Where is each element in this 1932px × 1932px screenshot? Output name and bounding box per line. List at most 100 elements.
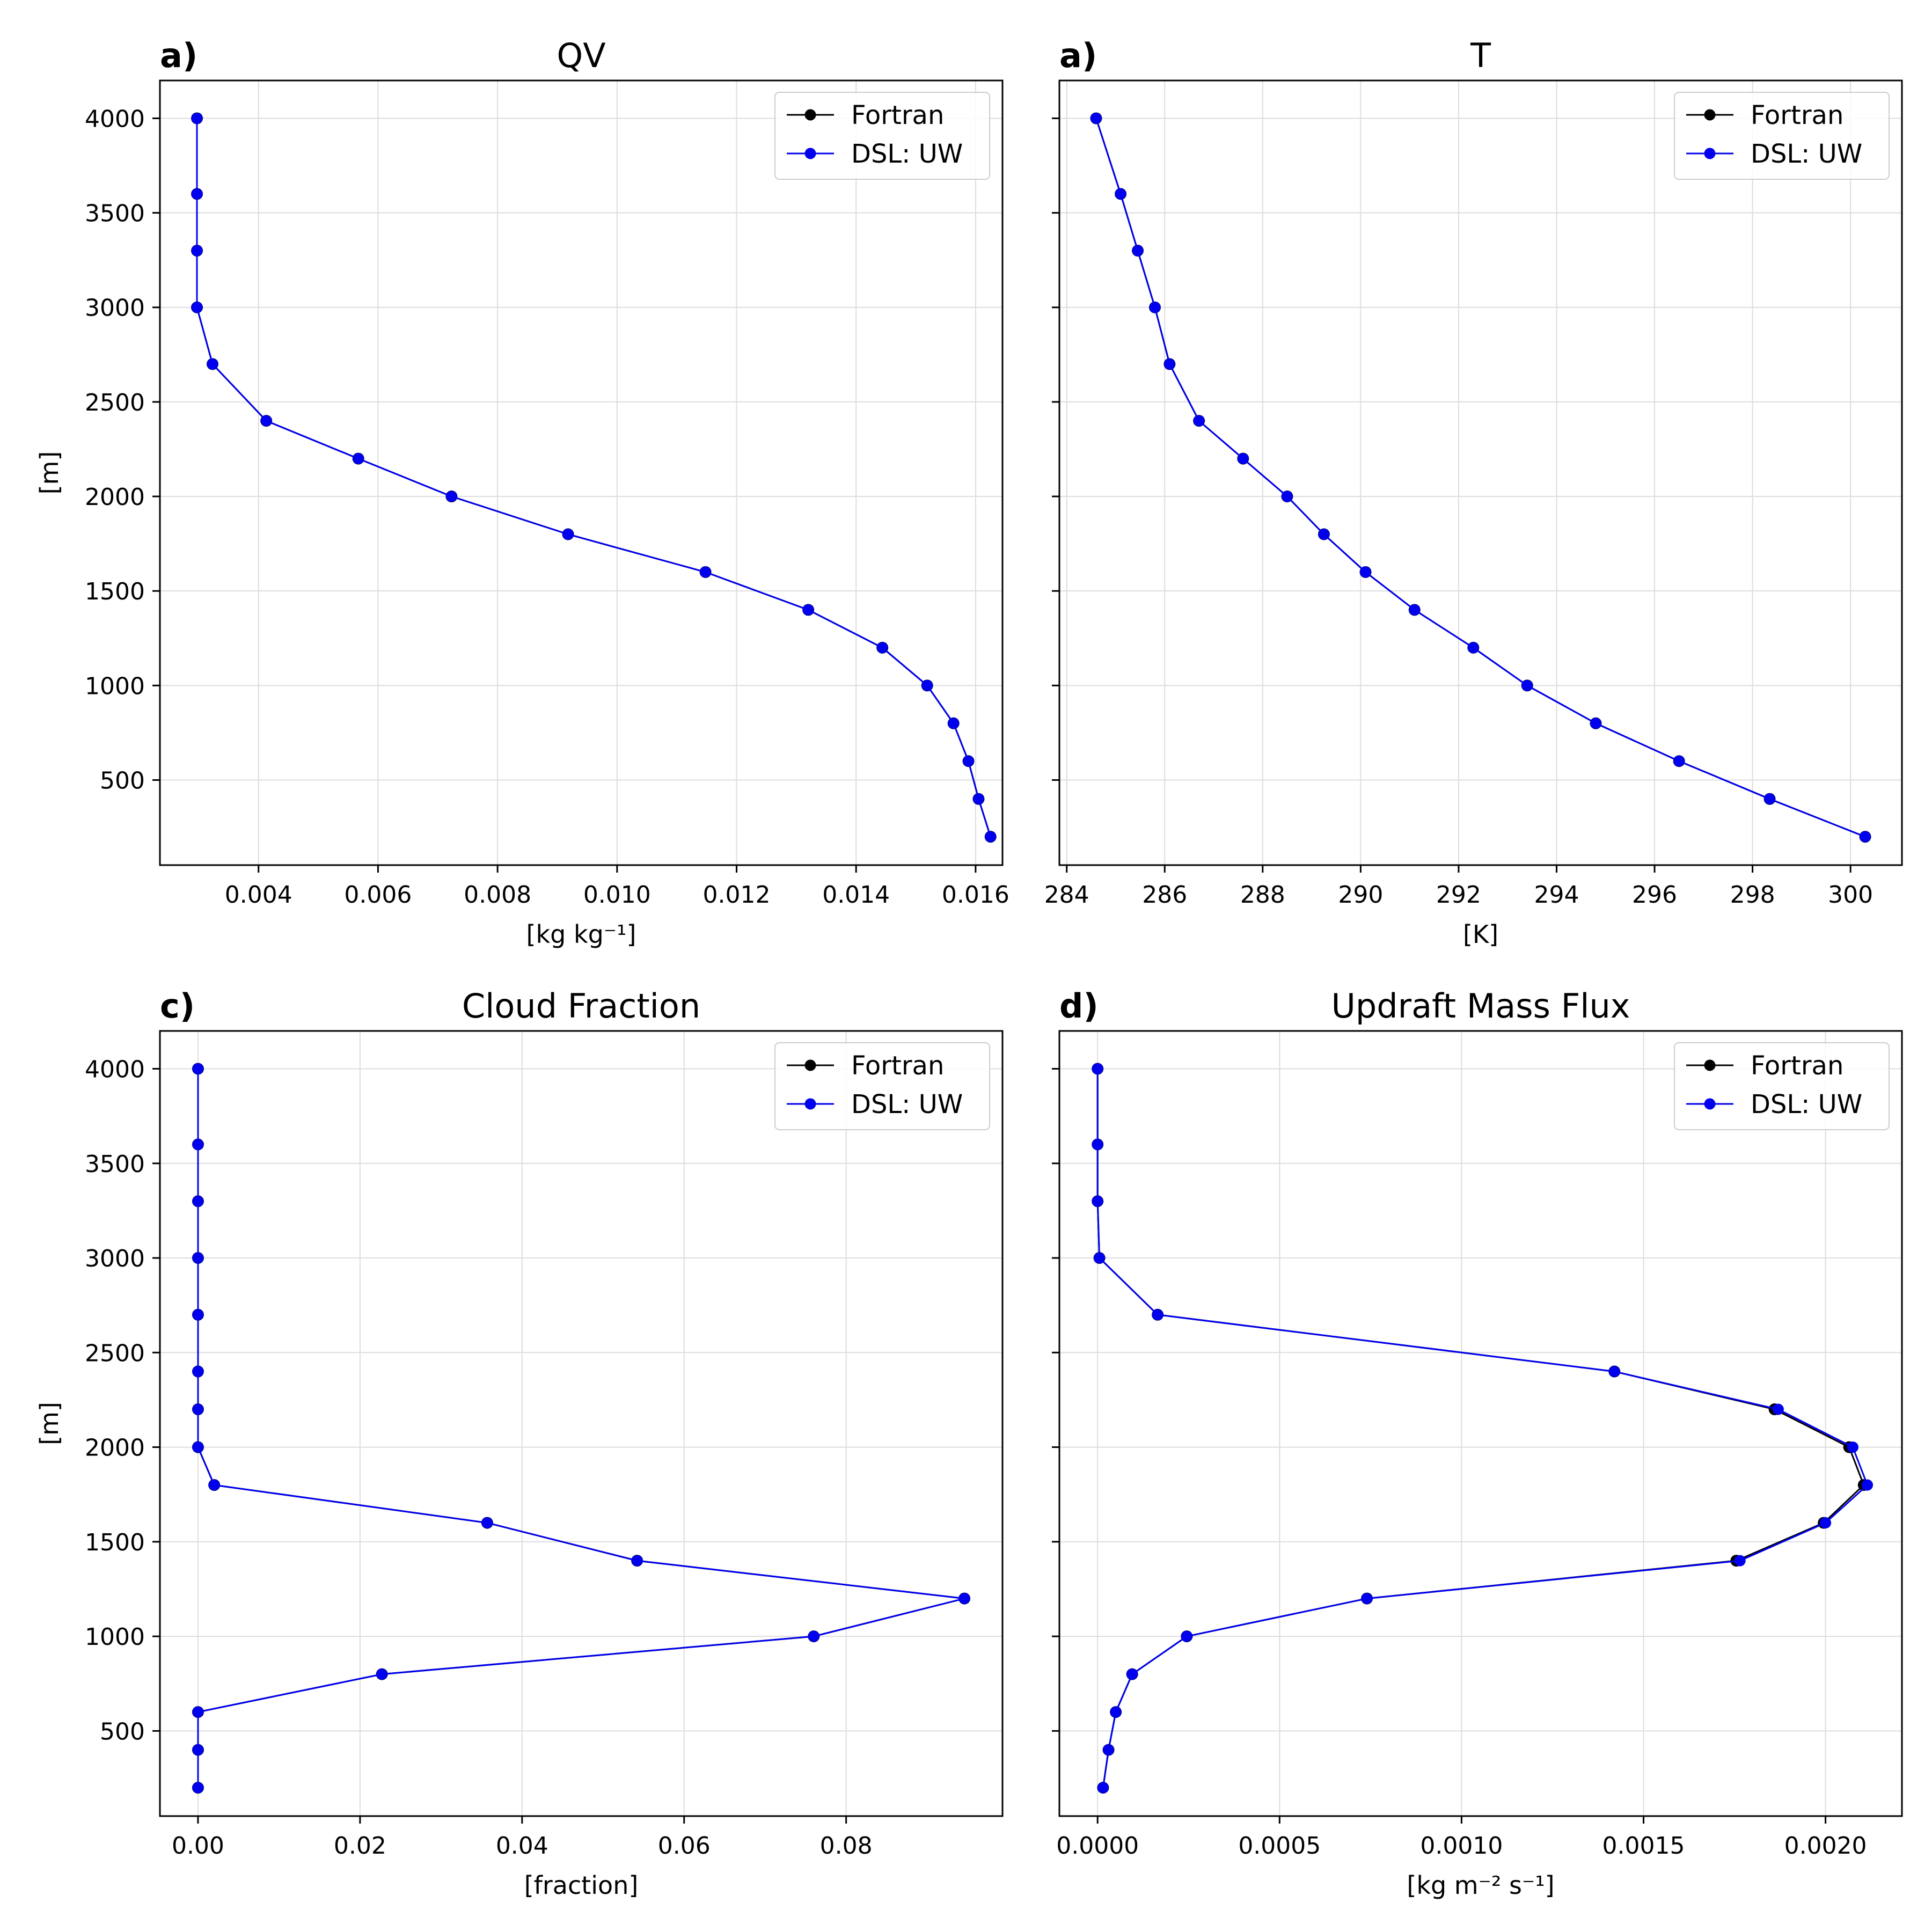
panel-title: Cloud Fraction: [462, 986, 700, 1026]
y-tick-label: 2500: [85, 389, 145, 416]
x-tick-label: 0.0000: [1056, 1832, 1139, 1860]
data-point-dsl: [972, 793, 984, 805]
legend-label: Fortran: [851, 100, 944, 130]
data-point-dsl: [1110, 1706, 1122, 1718]
data-point-dsl: [192, 1782, 204, 1794]
x-tick-label: 0.0020: [1784, 1832, 1867, 1860]
data-point-dsl: [208, 1479, 220, 1491]
y-tick-label: 2000: [85, 1435, 145, 1462]
plot-frame: [159, 1030, 1004, 1817]
data-point-dsl: [1092, 1063, 1103, 1075]
data-point-dsl: [192, 1252, 204, 1264]
plot-frame: [159, 79, 1004, 866]
x-tick-label: 298: [1730, 881, 1775, 909]
data-point-dsl: [1318, 528, 1330, 540]
data-point-dsl: [948, 718, 960, 729]
data-point-dsl: [1820, 1517, 1832, 1529]
data-point-dsl: [353, 453, 364, 465]
x-axis-label: [K]: [1463, 920, 1498, 949]
y-axis-label: [m]: [35, 1402, 64, 1445]
data-point-dsl: [376, 1668, 388, 1680]
panel-2: 284 286 288 290 292 294 296 298 300 [K] Ta) Fortran…: [1044, 36, 1903, 949]
y-tick-label: 4000: [85, 1056, 145, 1084]
legend-marker: [1704, 109, 1716, 121]
data-point-dsl: [1361, 1593, 1373, 1605]
data-point-dsl: [876, 642, 888, 654]
y-tick-label: 3500: [85, 1151, 145, 1178]
x-tick-label: 0.010: [583, 881, 651, 909]
data-point-dsl: [192, 1366, 204, 1378]
data-point-dsl: [191, 245, 203, 257]
data-point-dsl: [1103, 1744, 1115, 1756]
legend: Fortran DSL: UW: [1674, 1042, 1890, 1130]
data-point-dsl: [1092, 1195, 1103, 1207]
x-tick-label: 292: [1436, 881, 1481, 909]
panel-title: Updraft Mass Flux: [1331, 986, 1630, 1026]
data-point-dsl: [1673, 755, 1685, 767]
y-tick-label: 2000: [85, 484, 145, 511]
data-point-dsl: [1734, 1555, 1746, 1567]
legend: Fortran DSL: UW: [774, 1042, 990, 1130]
legend-marker: [804, 1059, 816, 1071]
data-point-dsl: [958, 1593, 970, 1605]
x-axis-label: [kg m⁻² s⁻¹]: [1407, 1871, 1554, 1900]
data-point-dsl: [562, 528, 574, 540]
y-tick-label: 500: [100, 767, 145, 794]
plot-frame: [1058, 79, 1903, 866]
legend-marker: [1704, 1098, 1716, 1110]
panel-1: 0.004 0.006 0.008 0.010 0.012 0.014 0.016 500 10…: [35, 36, 1009, 949]
data-point-dsl: [192, 1744, 204, 1756]
data-point-dsl: [1193, 415, 1205, 427]
legend-marker: [804, 148, 816, 159]
x-tick-label: 0.0005: [1238, 1832, 1321, 1860]
data-point-dsl: [802, 604, 814, 616]
data-point-dsl: [260, 415, 272, 427]
panel-letter: d): [1059, 986, 1099, 1026]
y-tick-label: 500: [100, 1718, 145, 1745]
data-point-dsl: [1847, 1441, 1858, 1453]
panel-title: T: [1470, 36, 1491, 75]
data-point-dsl: [481, 1517, 493, 1529]
legend-marker: [804, 1098, 816, 1110]
panel-4: 0.0000 0.0005 0.0010 0.0015 0.0020 [kg m⁻² s⁻…: [1052, 986, 1903, 1900]
data-point-dsl: [192, 1063, 204, 1075]
data-point-dsl: [192, 1139, 204, 1151]
y-tick-label: 2500: [85, 1340, 145, 1367]
data-point-dsl: [1764, 793, 1776, 805]
y-tick-label: 3000: [85, 1245, 145, 1272]
data-point-dsl: [631, 1555, 643, 1567]
x-axis-label: [fraction]: [524, 1871, 639, 1900]
data-point-dsl: [808, 1630, 819, 1642]
data-point-dsl: [1090, 112, 1102, 124]
panel-letter: a): [160, 36, 197, 75]
data-point-dsl: [1094, 1252, 1106, 1264]
data-point-dsl: [700, 566, 712, 578]
x-tick-label: 0.0010: [1420, 1832, 1503, 1860]
x-tick-label: 294: [1534, 881, 1579, 909]
x-tick-label: 0.00: [172, 1832, 224, 1860]
data-point-dsl: [1092, 1139, 1103, 1151]
data-point-dsl: [192, 1309, 204, 1321]
data-point-dsl: [192, 1706, 204, 1718]
data-point-dsl: [985, 831, 997, 843]
data-point-dsl: [1163, 358, 1175, 370]
data-point-dsl: [191, 302, 203, 313]
panel-letter: a): [1059, 36, 1097, 75]
legend-marker: [1704, 148, 1716, 159]
x-tick-label: 290: [1338, 881, 1383, 909]
panel-title: QV: [557, 36, 605, 75]
x-tick-label: 0.008: [464, 881, 531, 909]
y-tick-label: 1500: [85, 1529, 145, 1556]
y-axis-label: [m]: [35, 451, 64, 495]
x-tick-label: 288: [1240, 881, 1285, 909]
data-point-dsl: [1237, 453, 1249, 465]
legend: Fortran DSL: UW: [1674, 92, 1890, 180]
data-point-dsl: [1097, 1782, 1109, 1794]
y-tick-label: 4000: [85, 105, 145, 133]
x-tick-label: 0.06: [658, 1832, 711, 1860]
x-tick-label: 0.014: [822, 881, 890, 909]
data-point-dsl: [963, 755, 975, 767]
data-point-dsl: [1467, 642, 1479, 654]
x-tick-label: 0.0015: [1602, 1832, 1685, 1860]
x-tick-label: 0.004: [225, 881, 292, 909]
